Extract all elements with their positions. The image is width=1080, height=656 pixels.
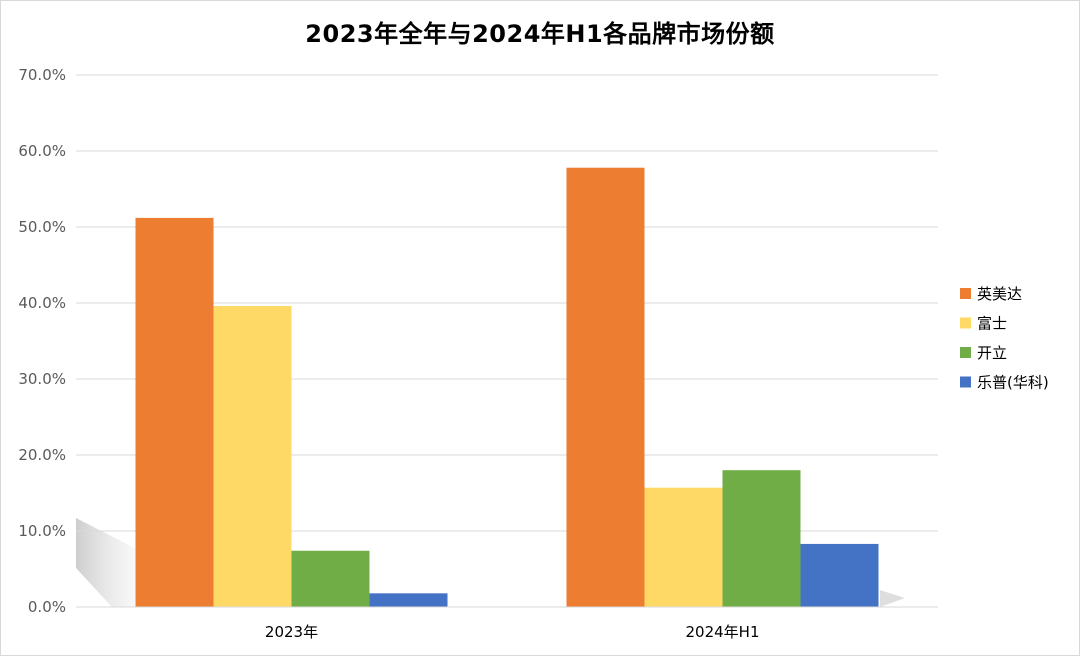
- bar-0-1: [213, 306, 292, 607]
- y-tick-label: 60.0%: [18, 142, 66, 160]
- legend-swatch: [960, 317, 971, 329]
- bar-1-0: [566, 167, 645, 607]
- y-tick-label: 20.0%: [18, 446, 66, 464]
- bar-1-2: [722, 470, 801, 607]
- y-tick-label: 10.0%: [18, 522, 66, 540]
- legend-label: 乐普(华科): [977, 374, 1049, 392]
- y-tick-label: 70.0%: [18, 66, 66, 84]
- y-tick-label: 0.0%: [28, 598, 66, 616]
- legend-swatch: [960, 347, 971, 358]
- y-tick-label: 30.0%: [18, 370, 66, 388]
- bar-0-0: [135, 217, 214, 607]
- bar-0-3: [369, 593, 448, 607]
- chart-title: 2023年全年与2024年H1各品牌市场份额: [305, 20, 775, 48]
- legend-label: 开立: [977, 344, 1007, 362]
- bar-1-1: [644, 487, 723, 607]
- decorative-shadow-right: [880, 590, 905, 607]
- legend-swatch: [960, 376, 971, 388]
- bar-0-2: [291, 550, 370, 607]
- legend-swatch: [960, 288, 971, 299]
- bar-1-3: [800, 543, 879, 607]
- x-tick-label: 2023年: [265, 623, 318, 641]
- decorative-shadow-left: [76, 518, 135, 607]
- legend-label: 英美达: [977, 285, 1022, 303]
- y-tick-label: 50.0%: [18, 218, 66, 236]
- y-tick-label: 40.0%: [18, 294, 66, 312]
- x-tick-label: 2024年H1: [686, 623, 760, 641]
- legend-label: 富士: [977, 315, 1007, 333]
